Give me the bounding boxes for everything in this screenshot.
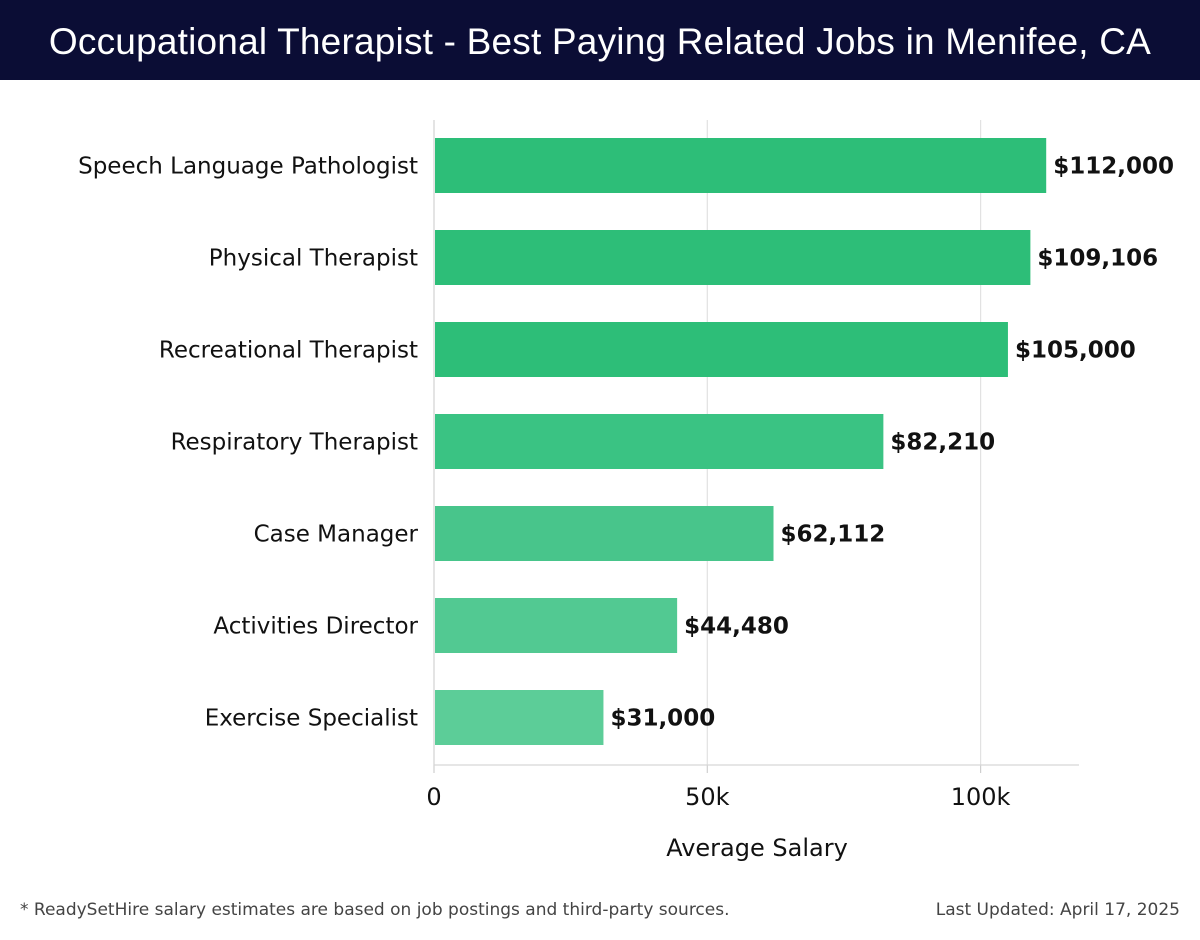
value-label: $112,000: [1053, 154, 1174, 180]
bar: [435, 322, 1008, 377]
footnote: * ReadySetHire salary estimates are base…: [20, 900, 730, 920]
category-label: Physical Therapist: [209, 246, 418, 272]
bar: [435, 230, 1031, 285]
bar: [435, 690, 604, 745]
axes: 0 50k 100k Speech Language Pathologist $112,…: [78, 120, 1174, 811]
category-label: Recreational Therapist: [159, 338, 418, 364]
category-label: Exercise Specialist: [205, 706, 418, 732]
bar: [435, 598, 678, 653]
value-label: $105,000: [1015, 338, 1136, 364]
value-label: $44,480: [684, 614, 789, 640]
bar: [435, 506, 774, 561]
value-label: $82,210: [890, 430, 995, 456]
value-label: $31,000: [610, 706, 715, 732]
category-label: Activities Director: [213, 614, 418, 640]
last-updated: Last Updated: April 17, 2025: [935, 900, 1180, 920]
x-tick-label: 100k: [951, 783, 1011, 811]
x-tick-label: 50k: [685, 783, 730, 811]
chart-title: Occupational Therapist - Best Paying Rel…: [48, 21, 1152, 62]
salary-bar-chart: 0 50k 100k Speech Language Pathologist $112,…: [78, 120, 1174, 862]
category-label: Case Manager: [254, 522, 419, 548]
category-label: Speech Language Pathologist: [78, 154, 418, 180]
value-label: $62,112: [781, 522, 886, 548]
title-bar: [0, 0, 1200, 80]
category-label: Respiratory Therapist: [171, 430, 418, 456]
bar: [435, 414, 884, 469]
x-axis-label: Average Salary: [666, 834, 848, 862]
x-tick-label: 0: [426, 783, 441, 811]
bar: [435, 138, 1047, 193]
value-label: $109,106: [1037, 246, 1158, 272]
bars: [435, 138, 1047, 745]
